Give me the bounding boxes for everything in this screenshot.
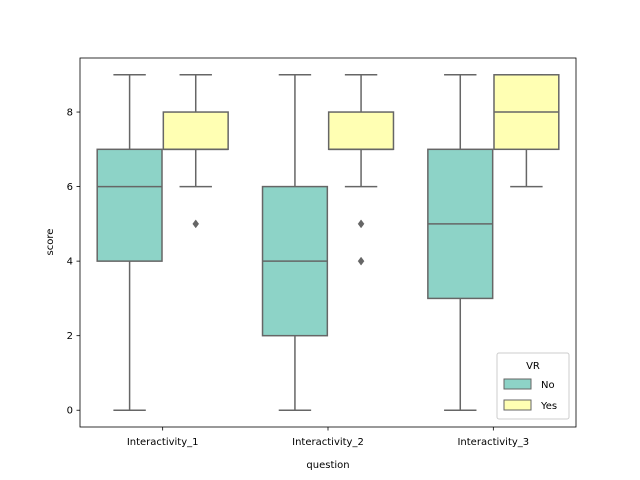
box-yes-2	[493, 74, 560, 188]
box-no-0	[96, 74, 163, 411]
box-yes-1	[327, 74, 395, 266]
legend-label-no: No	[541, 380, 555, 391]
outlier-point	[192, 219, 200, 229]
plot-area	[96, 74, 560, 411]
y-axis-label: score	[45, 229, 56, 256]
outlier-point	[357, 219, 365, 229]
legend-title: VR	[526, 361, 540, 372]
y-tick-label: 4	[67, 257, 73, 268]
box-no-1	[261, 74, 329, 411]
x-tick-label: Interactivity_3	[457, 437, 529, 448]
y-tick-label: 2	[67, 331, 73, 342]
x-axis-label: question	[306, 460, 349, 471]
legend-swatch-no	[503, 378, 532, 390]
legend-label-yes: Yes	[540, 401, 557, 412]
axes: question score 0 2 4 6 8 Interactivity_1 Inter…	[45, 57, 577, 471]
x-tick-label: Interactivity_1	[127, 437, 199, 448]
box-yes-0	[162, 74, 229, 229]
box-iqr	[96, 148, 163, 262]
y-tick-label: 6	[67, 182, 73, 193]
y-tick-label: 8	[67, 108, 73, 119]
legend-swatch-yes	[503, 399, 532, 411]
box-no-2	[427, 74, 494, 411]
box-iqr	[162, 111, 229, 151]
box-iqr	[327, 111, 395, 151]
y-tick-label: 0	[67, 406, 73, 417]
outlier-point	[357, 256, 365, 266]
x-tick-label: Interactivity_2	[292, 437, 364, 448]
